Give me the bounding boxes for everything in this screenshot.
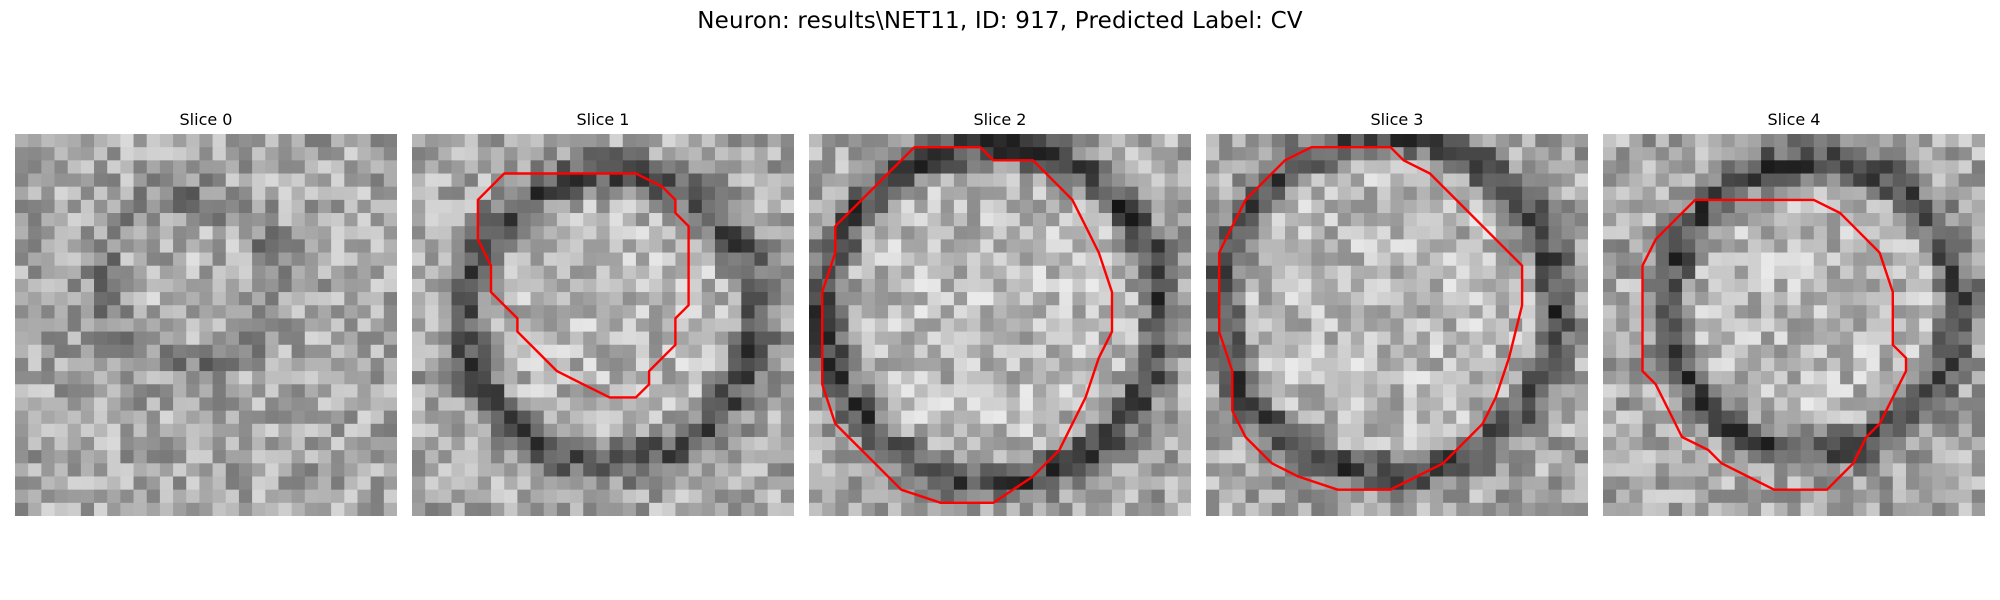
slice-panel-2: Slice 2 xyxy=(809,110,1191,516)
slice-panel-1: Slice 1 xyxy=(412,110,794,516)
segmentation-contour xyxy=(820,145,1114,504)
pixel-grid xyxy=(1603,134,1985,516)
slice-image-3 xyxy=(1206,134,1588,516)
figure-title: Neuron: results\NET11, ID: 917, Predicte… xyxy=(697,8,1303,34)
segmentation-contour xyxy=(1217,145,1524,491)
slice-panel-0: Slice 0 xyxy=(15,110,397,516)
pixel-grid xyxy=(15,134,397,516)
segmentation-contour xyxy=(476,172,690,399)
pixel-grid xyxy=(1206,134,1588,516)
slice-title: Slice 1 xyxy=(576,110,630,129)
slice-title: Slice 0 xyxy=(179,110,233,129)
pixel-grid xyxy=(809,134,1191,516)
slice-panel-4: Slice 4 xyxy=(1603,110,1985,516)
slice-image-1 xyxy=(412,134,794,516)
slice-image-4 xyxy=(1603,134,1985,516)
slice-title: Slice 3 xyxy=(1370,110,1424,129)
pixel-grid xyxy=(412,134,794,516)
slice-title: Slice 2 xyxy=(973,110,1027,129)
slice-image-2 xyxy=(809,134,1191,516)
slice-image-0 xyxy=(15,134,397,516)
segmentation-contour xyxy=(1641,198,1908,491)
slice-panel-3: Slice 3 xyxy=(1206,110,1588,516)
slice-title: Slice 4 xyxy=(1767,110,1821,129)
